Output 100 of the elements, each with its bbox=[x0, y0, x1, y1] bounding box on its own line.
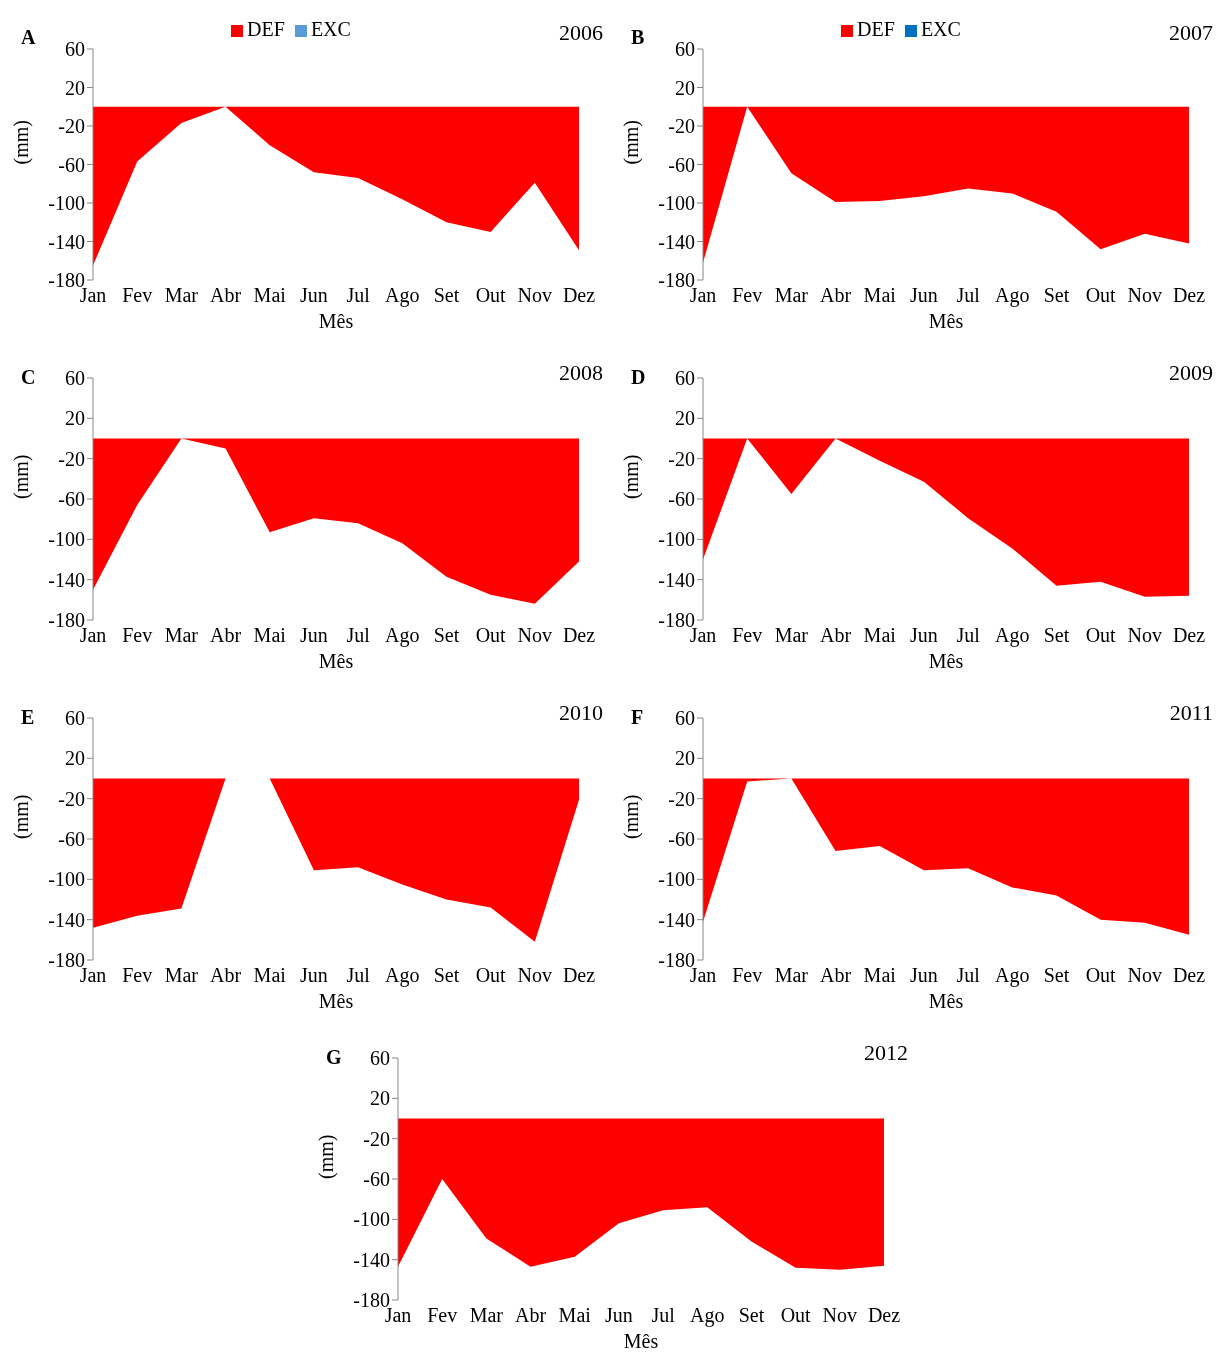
y-tick-label: -20 bbox=[668, 115, 695, 138]
x-tick-label: Nov bbox=[822, 1304, 858, 1327]
x-tick-label: Mar bbox=[774, 964, 809, 987]
y-tick-label: 60 bbox=[65, 707, 85, 730]
x-tick-label: Mai bbox=[863, 624, 897, 647]
x-tick-label: Dez bbox=[1172, 624, 1206, 647]
y-tick-label: 60 bbox=[675, 367, 695, 390]
x-tick-label: Out bbox=[475, 964, 507, 987]
x-tick-label: Jul bbox=[956, 624, 981, 647]
text: E bbox=[21, 706, 35, 729]
y-tick-label: 20 bbox=[675, 747, 695, 770]
x-tick-label: Mar bbox=[164, 964, 199, 987]
y-tick-label: 20 bbox=[65, 407, 85, 430]
y-axis-title: (mm) bbox=[620, 120, 644, 165]
x-tick-label: Jul bbox=[346, 964, 371, 987]
x-tick-label: Ago bbox=[385, 964, 420, 988]
y-tick-label: -100 bbox=[48, 528, 85, 551]
y-tick-label: 60 bbox=[65, 367, 85, 390]
x-tick-label: Jun bbox=[300, 624, 328, 647]
chart-title: 2012 bbox=[864, 1040, 908, 1066]
x-tick-label: Dez bbox=[562, 964, 596, 987]
y-tick-label: 20 bbox=[370, 1087, 390, 1110]
y-tick-label: 20 bbox=[675, 407, 695, 430]
y-axis-title: (mm) bbox=[620, 794, 644, 839]
y-tick-label: -20 bbox=[363, 1127, 390, 1150]
x-tick-label: Mar bbox=[774, 624, 809, 647]
y-tick-label: 60 bbox=[675, 707, 695, 730]
y-tick-label: -100 bbox=[658, 192, 695, 215]
x-tick-label: Out bbox=[475, 284, 507, 307]
y-tick-label: -60 bbox=[58, 488, 85, 511]
x-tick-label: Dez bbox=[1172, 284, 1206, 307]
x-tick-label: Jul bbox=[346, 624, 371, 647]
x-tick-label: Jul bbox=[651, 1304, 676, 1327]
y-tick-label: 60 bbox=[370, 1047, 390, 1070]
x-tick-label: Nov bbox=[1127, 624, 1163, 647]
y-tick-label: -20 bbox=[58, 115, 85, 138]
x-tick-label: Fev bbox=[122, 964, 153, 987]
y-tick-label: -60 bbox=[668, 153, 695, 176]
x-tick-label: Nov bbox=[517, 284, 553, 307]
x-tick-label: Fev bbox=[122, 284, 153, 307]
x-tick-label: Set bbox=[433, 624, 460, 647]
y-tick-label: -100 bbox=[658, 868, 695, 891]
x-tick-label: Fev bbox=[732, 624, 763, 647]
x-tick-label: Abr bbox=[514, 1304, 547, 1327]
legend-label: EXC bbox=[920, 18, 961, 40]
y-tick-label: 60 bbox=[65, 38, 85, 61]
x-tick-label: Dez bbox=[562, 284, 596, 307]
chart-title: 2009 bbox=[1169, 360, 1213, 386]
x-tick-label: Out bbox=[1085, 284, 1117, 307]
x-tick-label: Jun bbox=[300, 964, 328, 987]
x-axis-title: Mês bbox=[623, 1330, 659, 1352]
x-tick-label: Abr bbox=[209, 284, 242, 307]
y-tick-label: -20 bbox=[58, 787, 85, 810]
x-tick-label: Abr bbox=[209, 624, 242, 647]
x-axis-title: Mês bbox=[928, 650, 964, 672]
x-tick-label: Set bbox=[738, 1304, 765, 1327]
x-tick-label: Fev bbox=[732, 964, 763, 987]
x-axis-title: Mês bbox=[318, 990, 354, 1012]
legend-label: DEF bbox=[247, 18, 285, 40]
x-tick-label: Nov bbox=[517, 964, 553, 987]
x-tick-label: Jul bbox=[346, 284, 371, 307]
y-tick-label: -140 bbox=[658, 230, 695, 253]
text: G bbox=[326, 1046, 342, 1069]
x-axis-title: Mês bbox=[928, 990, 964, 1012]
text: F bbox=[631, 706, 644, 729]
x-tick-label: Jul bbox=[956, 964, 981, 987]
x-tick-label: Out bbox=[780, 1304, 812, 1327]
y-axis-title: (mm) bbox=[10, 120, 34, 165]
x-tick-label: Fev bbox=[427, 1304, 458, 1327]
y-tick-label: -100 bbox=[353, 1208, 390, 1231]
legend-label: DEF bbox=[857, 18, 895, 40]
text: D bbox=[631, 366, 646, 389]
x-tick-label: Ago bbox=[690, 1304, 725, 1328]
y-tick-label: -140 bbox=[48, 568, 85, 591]
x-tick-label: Jun bbox=[910, 624, 938, 647]
y-tick-label: -60 bbox=[58, 153, 85, 176]
y-tick-label: -140 bbox=[48, 230, 85, 253]
x-tick-label: Jul bbox=[956, 284, 981, 307]
x-tick-label: Set bbox=[1043, 284, 1070, 307]
x-tick-label: Set bbox=[433, 284, 460, 307]
x-tick-label: Nov bbox=[1127, 284, 1163, 307]
x-tick-label: Abr bbox=[819, 624, 852, 647]
y-tick-label: -60 bbox=[668, 828, 695, 851]
x-tick-label: Abr bbox=[819, 284, 852, 307]
y-tick-label: -140 bbox=[48, 908, 85, 931]
x-tick-label: Jun bbox=[910, 964, 938, 987]
x-tick-label: Ago bbox=[385, 284, 420, 308]
chart-title: 2007 bbox=[1169, 20, 1213, 46]
x-tick-label: Jun bbox=[605, 1304, 633, 1327]
y-tick-label: -20 bbox=[668, 787, 695, 810]
x-tick-label: Mai bbox=[253, 624, 287, 647]
x-tick-label: Jun bbox=[910, 284, 938, 307]
y-axis-title: (mm) bbox=[315, 1134, 339, 1179]
x-tick-label: Mai bbox=[558, 1304, 592, 1327]
legend-label: EXC bbox=[310, 18, 351, 40]
chart-title: 2010 bbox=[559, 700, 603, 726]
y-tick-label: -20 bbox=[668, 447, 695, 470]
y-tick-label: -60 bbox=[58, 828, 85, 851]
x-tick-label: Mai bbox=[253, 964, 287, 987]
y-tick-label: 20 bbox=[65, 76, 85, 99]
